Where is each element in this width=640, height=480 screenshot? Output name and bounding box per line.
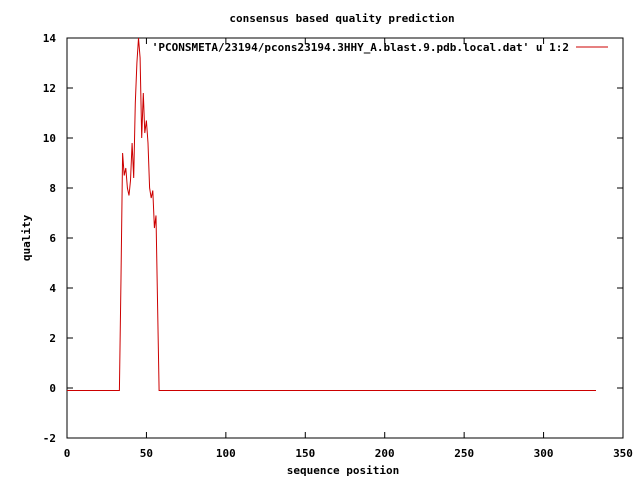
chart-title: consensus based quality prediction [229, 12, 454, 25]
y-tick-label: 12 [43, 82, 56, 95]
y-tick-label: 0 [49, 382, 56, 395]
x-axis-label: sequence position [287, 464, 400, 477]
axis-ticks: 0 50 100 150 200 250 300 350 -2 0 2 4 6 8 10 12 14 [43, 32, 633, 460]
y-tick-label: 4 [49, 282, 56, 295]
x-tick-label: 50 [140, 447, 153, 460]
legend-label: 'PCONSMETA/23194/pcons23194.3HHY_A.blast… [152, 41, 569, 54]
series-group [67, 37, 596, 391]
y-tick-label: 6 [49, 232, 56, 245]
y-tick-label: -2 [43, 432, 56, 445]
x-tick-label: 0 [64, 447, 71, 460]
y-tick-label: 14 [43, 32, 57, 45]
y-tick-label: 2 [49, 332, 56, 345]
plot-frame [66, 37, 624, 439]
series-line [67, 37, 596, 391]
x-tick-label: 150 [295, 447, 315, 460]
x-tick-label: 100 [216, 447, 236, 460]
x-tick-label: 250 [454, 447, 474, 460]
y-axis-label: quality [20, 214, 33, 261]
x-tick-label: 350 [613, 447, 633, 460]
x-tick-label: 300 [534, 447, 554, 460]
x-tick-label: 200 [375, 447, 395, 460]
y-tick-label: 8 [49, 182, 56, 195]
y-tick-label: 10 [43, 132, 56, 145]
